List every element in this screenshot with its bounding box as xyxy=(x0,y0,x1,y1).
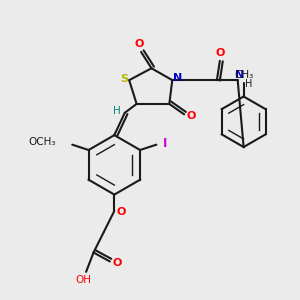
Text: OH: OH xyxy=(75,275,91,285)
Text: OCH₃: OCH₃ xyxy=(28,137,56,147)
Text: CH₃: CH₃ xyxy=(234,70,253,80)
Text: I: I xyxy=(163,137,167,150)
Text: S: S xyxy=(120,74,128,84)
Text: O: O xyxy=(216,48,225,59)
Text: O: O xyxy=(116,207,126,218)
Text: H: H xyxy=(245,79,253,89)
Text: N: N xyxy=(235,70,244,80)
Text: N: N xyxy=(173,73,182,83)
Text: O: O xyxy=(187,111,196,121)
Text: O: O xyxy=(135,40,144,50)
Text: O: O xyxy=(112,258,122,268)
Text: H: H xyxy=(112,106,120,116)
